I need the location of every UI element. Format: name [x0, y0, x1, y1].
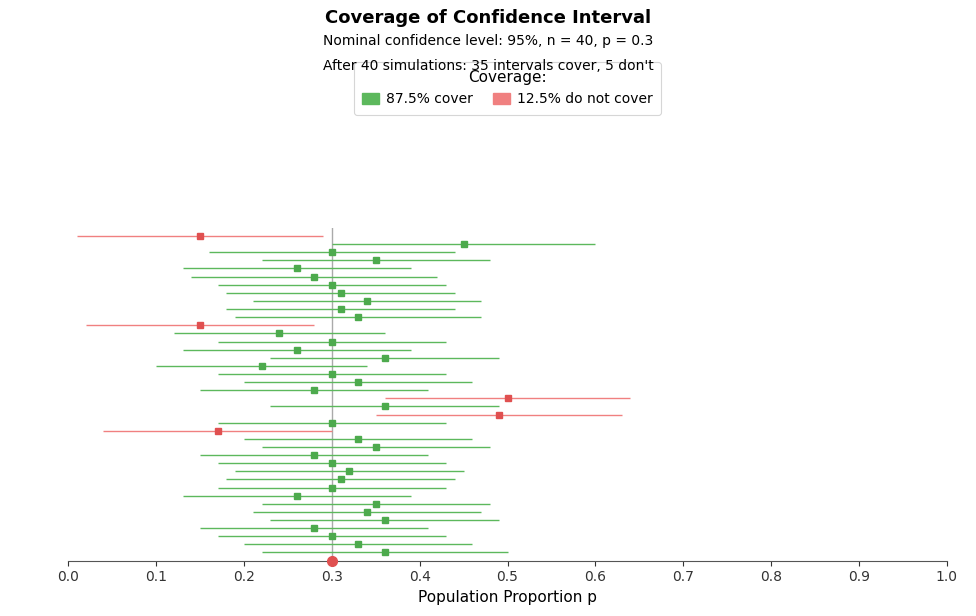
Text: After 40 simulations: 35 intervals cover, 5 don't: After 40 simulations: 35 intervals cover…	[323, 59, 653, 73]
Text: Nominal confidence level: 95%, n = 40, p = 0.3: Nominal confidence level: 95%, n = 40, p…	[323, 34, 653, 48]
Text: Coverage of Confidence Interval: Coverage of Confidence Interval	[325, 9, 651, 27]
Legend: 87.5% cover, 12.5% do not cover: 87.5% cover, 12.5% do not cover	[354, 62, 661, 115]
X-axis label: Population Proportion p: Population Proportion p	[418, 590, 597, 605]
